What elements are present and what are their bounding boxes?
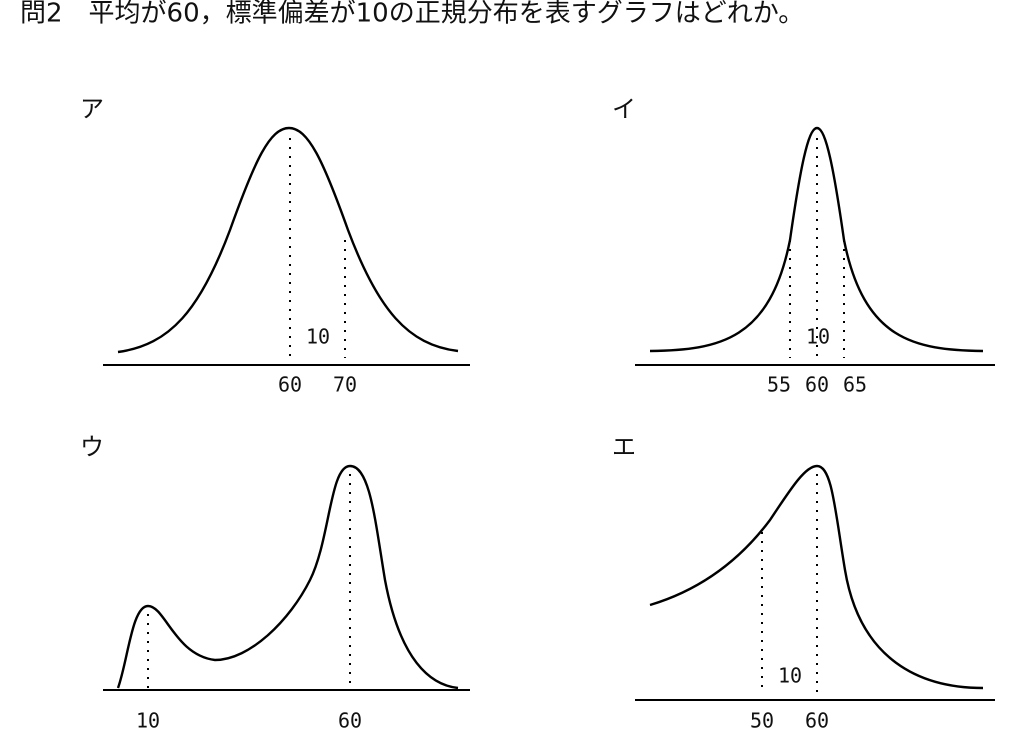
curve	[117, 126, 459, 354]
panel-i: イ 10 55 60 65	[612, 95, 995, 397]
tick-label: 10	[136, 709, 160, 733]
curve	[649, 126, 984, 353]
panel-label: ア	[80, 95, 104, 123]
tick-label: 60	[278, 373, 302, 397]
tick-label: 60	[338, 709, 362, 733]
tick-label: 55	[767, 373, 791, 397]
curve	[116, 464, 459, 690]
panel-label: イ	[612, 95, 636, 123]
tick-label: 50	[750, 709, 774, 733]
annotation: 10	[306, 325, 330, 349]
annotation: 10	[806, 325, 830, 349]
tick-label: 65	[843, 373, 867, 397]
tick-label: 70	[333, 373, 357, 397]
tick-label: 60	[805, 373, 829, 397]
tick-label: 60	[805, 709, 829, 733]
panel-label: ウ	[80, 433, 104, 461]
panel-a: ア 10 60 70	[80, 95, 470, 397]
panel-label: エ	[612, 433, 636, 461]
question: 問2 平均が60，標準偏差が10の正規分布を表すグラフはどれか。	[20, 0, 804, 29]
panel-u: ウ 10 60	[80, 433, 470, 733]
annotation: 10	[778, 664, 802, 688]
panel-e: エ 10 50 60	[612, 433, 995, 733]
curve	[649, 464, 984, 690]
